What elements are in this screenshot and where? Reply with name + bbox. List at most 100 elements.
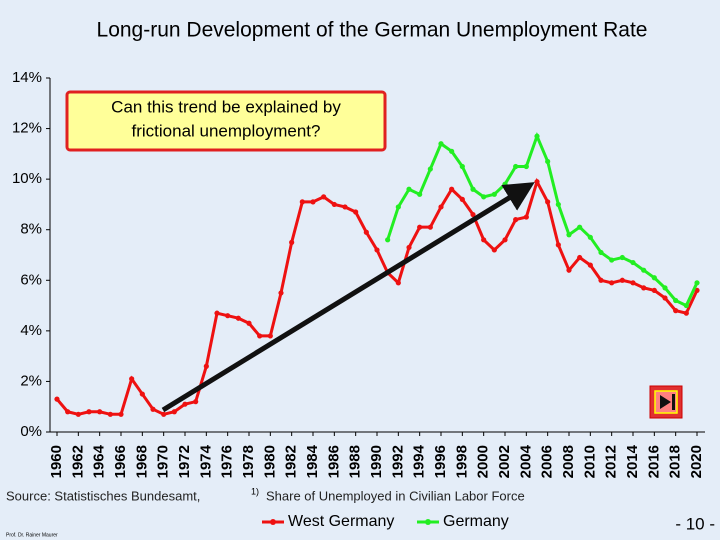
data-point [651, 287, 657, 293]
data-point [449, 148, 455, 154]
x-tick-label: 1994 [411, 444, 428, 478]
data-point [289, 239, 295, 245]
data-point [630, 280, 636, 286]
data-point [267, 333, 273, 339]
data-point [406, 244, 412, 251]
data-point [75, 411, 81, 417]
data-point [598, 277, 604, 283]
annotation-text: Can this trend be explained by [111, 97, 341, 116]
y-tick-label: 10% [12, 170, 42, 187]
x-tick-label: 1980 [261, 445, 278, 478]
x-tick-label: 1972 [176, 445, 193, 478]
y-tick-label: 8% [20, 221, 42, 238]
x-tick-label: 2016 [645, 445, 662, 478]
page-number: - 10 - [675, 514, 715, 533]
x-tick-label: 1962 [69, 445, 86, 478]
x-tick-label: 1986 [325, 445, 342, 478]
data-point [683, 302, 689, 309]
footnote: Share of Unemployed in Civilian Labor Fo… [266, 488, 525, 503]
data-point [97, 409, 103, 415]
y-tick-label: 6% [20, 271, 42, 288]
y-tick-label: 14% [12, 69, 42, 86]
data-point [417, 224, 423, 230]
x-tick-label: 2002 [496, 445, 513, 478]
x-tick-label: 1966 [112, 445, 129, 478]
legend-marker [270, 519, 276, 525]
data-point [491, 247, 497, 253]
x-tick-label: 2000 [475, 445, 492, 478]
data-point [353, 209, 359, 215]
data-point [481, 194, 487, 200]
x-tick-label: 1998 [453, 445, 470, 478]
x-tick-label: 1970 [155, 445, 172, 478]
data-point [673, 297, 679, 304]
data-point [86, 409, 92, 415]
data-point [651, 275, 657, 281]
x-tick-label: 1968 [133, 445, 150, 478]
x-tick-label: 1992 [389, 445, 406, 478]
x-tick-label: 1988 [347, 445, 364, 478]
data-point [694, 280, 700, 286]
data-point [545, 158, 551, 165]
data-point [406, 186, 412, 192]
data-point [619, 277, 625, 283]
plot-area: 0% 2% 4% 6% 8% 10% 12% 14% 1960 1962 1964 1966 1968 1… [12, 69, 705, 478]
next-button[interactable] [649, 385, 683, 419]
data-point [470, 211, 476, 218]
annotation-text: frictional unemployment? [132, 121, 321, 140]
data-point [203, 363, 209, 369]
data-point [182, 401, 188, 407]
data-point [139, 391, 145, 397]
footnote-mark: 1) [251, 486, 259, 496]
data-point [395, 204, 401, 210]
data-point [129, 376, 135, 382]
legend-marker [425, 519, 431, 525]
data-point [577, 254, 583, 261]
data-point [438, 204, 444, 210]
data-point [54, 396, 60, 402]
data-point [662, 295, 668, 301]
x-tick-label: 2004 [517, 444, 534, 478]
x-tick-label: 2010 [581, 445, 598, 478]
data-point [321, 194, 327, 200]
data-point [257, 333, 263, 339]
data-point [566, 267, 572, 273]
data-point [427, 224, 433, 230]
x-tick-label: 1976 [219, 445, 236, 478]
data-point [662, 285, 668, 291]
data-point [555, 242, 561, 248]
data-point [513, 217, 519, 223]
data-point [342, 204, 348, 210]
legend-label: Germany [443, 513, 509, 530]
button-icon[interactable] [660, 394, 675, 410]
data-point [630, 259, 636, 266]
data-point [65, 409, 71, 415]
data-point [481, 237, 487, 243]
data-point [502, 237, 508, 243]
data-point [118, 411, 124, 417]
annotation-box [65, 90, 387, 152]
data-point [246, 320, 252, 326]
data-point [566, 232, 572, 238]
x-tick-label: 1974 [197, 444, 214, 478]
data-point [577, 224, 583, 230]
x-tick-label: 1990 [368, 445, 385, 478]
data-point [214, 310, 220, 316]
data-point [534, 179, 540, 185]
data-point [449, 186, 455, 192]
data-point [619, 254, 625, 261]
data-point [150, 406, 156, 412]
data-point [395, 280, 401, 286]
data-point [587, 262, 593, 268]
data-point [523, 163, 529, 170]
data-point [193, 399, 199, 405]
data-point [609, 257, 615, 263]
data-point [374, 247, 380, 253]
x-tick-label: 2018 [667, 445, 684, 478]
data-point [683, 310, 689, 316]
x-tick-label: 1996 [432, 445, 449, 478]
data-point [641, 267, 647, 273]
data-point [171, 409, 177, 415]
series-line [55, 177, 699, 416]
data-point [523, 214, 529, 220]
